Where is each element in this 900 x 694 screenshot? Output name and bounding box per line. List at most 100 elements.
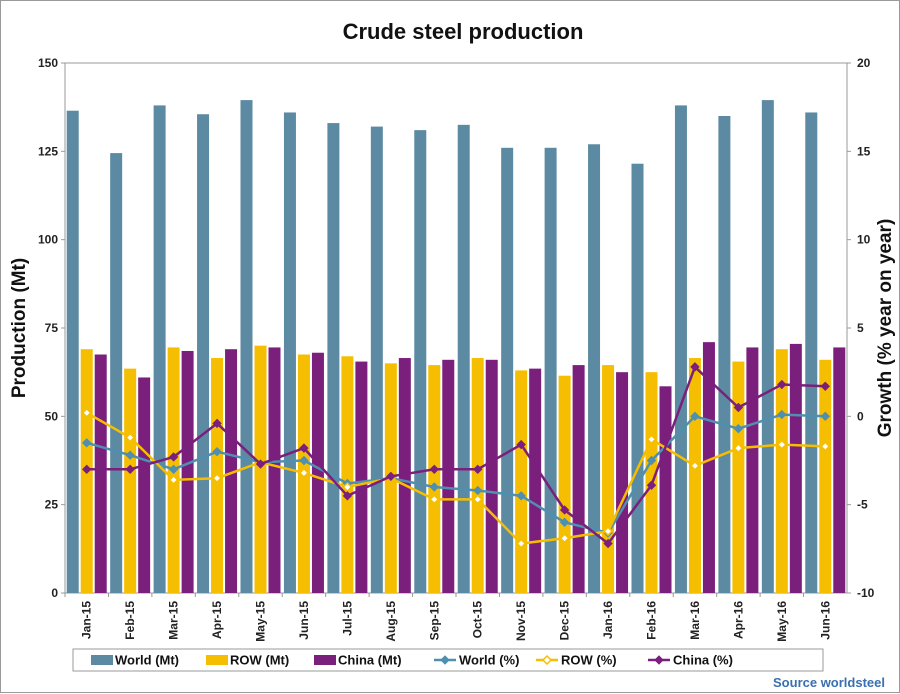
right-tick-label-0: 0 — [857, 409, 864, 423]
line-row — [86, 411, 826, 545]
bar-row-mt-12 — [602, 365, 615, 593]
bar-world-mt-9 — [457, 124, 470, 593]
bar-china-mt-12 — [616, 372, 629, 593]
left-tick-label-125: 125 — [38, 144, 58, 158]
legend-label-world-mt: World (Mt) — [115, 653, 179, 668]
point-row-12 — [602, 526, 614, 537]
legend-label-row: ROW (%) — [561, 653, 617, 668]
right-tick-label--10: -10 — [857, 586, 875, 600]
bar-world-mt-2 — [153, 105, 166, 594]
x-tick-label-8: Sep-15 — [427, 601, 441, 641]
x-tick-label-7: Aug-15 — [384, 601, 398, 642]
bar-china-mt-13 — [659, 386, 672, 593]
bar-world-mt-4 — [240, 100, 253, 593]
right-tick-label-5: 5 — [857, 321, 864, 335]
right-tick-label-10: 10 — [857, 233, 871, 247]
point-china-4 — [255, 459, 266, 469]
right-tick-label-15: 15 — [857, 144, 871, 158]
point-world-3 — [212, 446, 222, 457]
x-tick-label-13: Feb-16 — [645, 601, 659, 640]
point-china-5 — [299, 443, 309, 453]
legend-marker-row — [541, 654, 553, 666]
bar-world-mt-10 — [501, 147, 514, 594]
point-china-11 — [559, 505, 570, 515]
point-row-2 — [168, 474, 179, 485]
left-tick-label-0: 0 — [51, 586, 58, 600]
point-world-2 — [168, 464, 179, 475]
source-note: Source worldsteel — [773, 675, 885, 690]
point-row-15 — [733, 443, 744, 454]
bar-china-mt-5 — [311, 352, 324, 593]
point-world-8 — [429, 482, 439, 492]
point-row-8 — [429, 494, 440, 505]
bar-china-mt-16 — [789, 343, 802, 593]
point-china-16 — [777, 379, 787, 390]
bar-china-mt-4 — [268, 347, 281, 593]
point-row-9 — [472, 494, 483, 505]
point-row-16 — [776, 439, 787, 450]
legend-label-china: China (%) — [673, 653, 733, 668]
bar-china-mt-15 — [746, 347, 759, 593]
bar-world-mt-15 — [718, 116, 731, 593]
x-tick-label-5: Jun-15 — [297, 601, 311, 640]
bar-china-mt-14 — [702, 342, 715, 593]
x-tick-label-3: Apr-15 — [210, 601, 224, 639]
bar-china-mt-8 — [442, 359, 455, 593]
right-axis-ticks: -10 -5 0 5 10 15 20 — [847, 56, 875, 600]
x-axis-ticks: Jan-15 Feb-15 Mar-15 Apr-15 May-15 Jun-15 Jul-… — [64, 593, 832, 642]
bar-row-mt-9 — [471, 358, 484, 593]
x-tick-label-14: Mar-16 — [688, 601, 702, 640]
x-tick-label-1: Feb-15 — [123, 601, 137, 640]
legend-label-china-mt: China (Mt) — [338, 653, 402, 668]
point-row-6 — [342, 481, 353, 493]
point-world-10 — [516, 491, 526, 501]
left-axis-ticks: 0 25 50 75 100 125 150 — [38, 56, 65, 600]
bar-world-mt-3 — [197, 114, 210, 593]
x-tick-label-0: Jan-15 — [80, 601, 94, 639]
bar-world-mt-12 — [588, 144, 601, 593]
bar-row-mt-16 — [775, 349, 788, 593]
legend: World (Mt) ROW (Mt) China (Mt) World (%) ROW… — [72, 648, 824, 672]
point-world-17 — [820, 411, 830, 422]
bar-world-mt-16 — [761, 100, 774, 593]
legend-swatch-china-mt — [314, 655, 336, 665]
line-china — [86, 364, 826, 546]
bar-china-mt-0 — [94, 354, 107, 593]
bar-world-mt-5 — [283, 112, 296, 593]
point-china-13 — [646, 480, 657, 490]
bar-world-mt-13 — [631, 163, 644, 593]
point-row-0 — [81, 407, 92, 418]
point-row-13 — [646, 434, 657, 445]
right-tick-label--5: -5 — [857, 498, 868, 512]
left-tick-label-25: 25 — [45, 498, 59, 512]
bar-world-mt-0 — [66, 110, 79, 593]
bar-world-mt-14 — [674, 105, 687, 594]
bar-row-mt-14 — [688, 358, 701, 593]
plot-area — [64, 62, 848, 594]
bar-china-mt-3 — [225, 349, 238, 593]
x-tick-label-9: Oct-15 — [471, 601, 485, 639]
bar-world-mt-7 — [370, 126, 383, 593]
bar-china-mt-9 — [485, 359, 498, 593]
point-world-15 — [733, 423, 744, 434]
bar-china-mt-17 — [833, 347, 846, 593]
legend-label-world: World (%) — [459, 653, 519, 668]
bar-row-mt-10 — [515, 370, 528, 593]
bar-china-mt-6 — [355, 361, 368, 593]
right-axis-label: Growth (% year on year) — [875, 219, 896, 438]
point-china-14 — [690, 362, 700, 372]
line-layer — [81, 362, 831, 549]
point-world-5 — [299, 455, 309, 466]
line-world — [86, 413, 826, 535]
point-china-17 — [820, 381, 830, 392]
point-china-12 — [603, 538, 613, 549]
x-tick-label-2: Mar-15 — [167, 601, 181, 640]
bar-world-mt-17 — [805, 112, 818, 593]
point-row-14 — [689, 460, 701, 471]
point-row-10 — [516, 538, 527, 549]
x-tick-label-15: Apr-16 — [731, 601, 745, 639]
point-world-0 — [82, 438, 92, 448]
bar-world-mt-11 — [544, 147, 557, 594]
point-row-3 — [211, 473, 223, 484]
